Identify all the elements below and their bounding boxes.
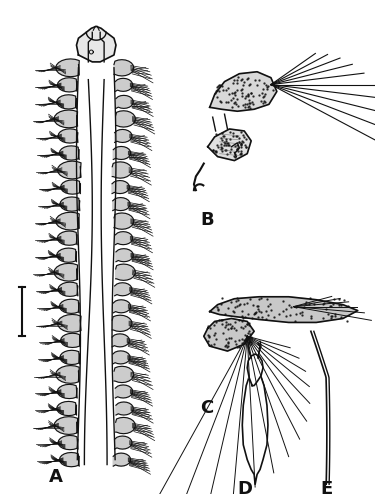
Polygon shape [116,111,135,127]
Polygon shape [60,146,79,160]
Polygon shape [113,453,130,466]
Polygon shape [116,402,133,415]
Polygon shape [61,334,80,347]
Polygon shape [54,416,78,434]
Text: B: B [200,211,214,229]
Text: D: D [238,480,253,498]
Polygon shape [114,366,134,382]
Polygon shape [58,282,78,296]
Text: C: C [200,400,213,417]
Polygon shape [56,59,79,76]
Polygon shape [77,26,116,62]
Polygon shape [54,264,78,281]
Polygon shape [115,130,132,142]
Text: E: E [320,480,332,498]
Polygon shape [60,197,80,211]
Polygon shape [60,350,80,364]
Polygon shape [116,248,133,262]
Polygon shape [60,299,79,314]
Polygon shape [57,384,77,398]
Polygon shape [58,129,78,143]
Polygon shape [204,318,254,351]
Polygon shape [116,96,133,108]
Polygon shape [116,418,135,434]
Polygon shape [247,354,263,386]
Polygon shape [112,334,129,347]
Polygon shape [113,198,130,210]
Polygon shape [57,248,77,262]
Text: A: A [49,468,63,486]
Polygon shape [242,361,268,484]
Polygon shape [112,162,132,178]
Polygon shape [57,231,77,246]
Polygon shape [57,78,77,92]
Polygon shape [210,72,277,111]
Polygon shape [57,402,77,415]
Polygon shape [208,129,251,160]
Polygon shape [56,212,79,230]
Polygon shape [112,315,132,332]
Polygon shape [113,300,131,313]
Polygon shape [57,95,77,109]
Polygon shape [115,436,132,449]
Polygon shape [56,366,79,384]
Polygon shape [61,180,80,194]
Polygon shape [60,452,79,466]
Polygon shape [115,232,133,244]
Polygon shape [113,146,131,160]
Polygon shape [115,282,132,296]
Polygon shape [116,264,135,280]
Polygon shape [57,161,81,179]
Polygon shape [58,314,81,332]
Polygon shape [210,297,358,322]
Polygon shape [112,180,129,194]
Polygon shape [114,213,134,230]
Polygon shape [54,110,78,128]
Polygon shape [58,436,78,450]
Polygon shape [115,78,133,92]
Polygon shape [114,60,134,76]
Polygon shape [115,385,133,398]
Polygon shape [113,351,130,364]
